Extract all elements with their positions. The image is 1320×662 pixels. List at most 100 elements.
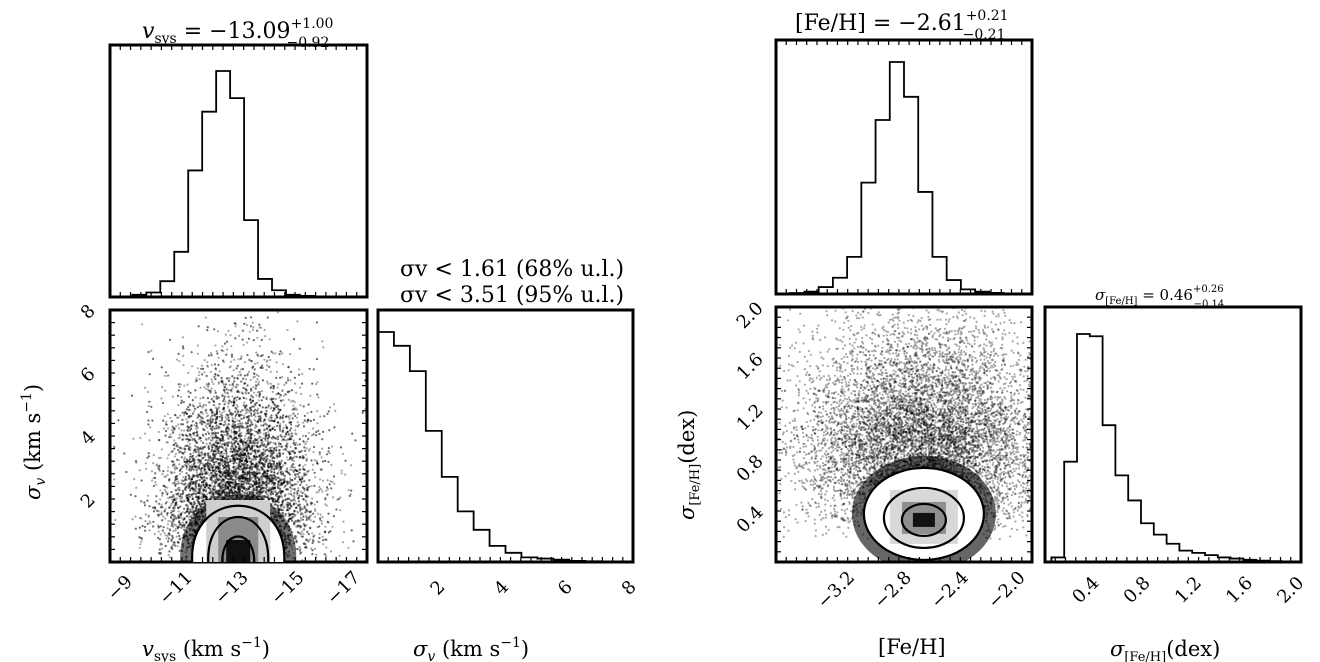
sample-point	[161, 543, 164, 546]
sample-point	[240, 355, 243, 358]
sample-point	[209, 460, 212, 463]
sample-point	[349, 493, 352, 496]
sample-point	[217, 451, 220, 454]
sample-point	[229, 360, 233, 363]
sample-point	[259, 476, 262, 479]
sample-point	[250, 394, 253, 398]
sample-point	[265, 364, 269, 367]
sample-point	[194, 447, 197, 450]
sample-point	[294, 477, 297, 480]
sample-point	[301, 372, 304, 375]
sample-point	[225, 493, 228, 497]
sample-point	[281, 352, 284, 355]
sample-point	[322, 346, 325, 349]
sample-point	[254, 404, 257, 407]
sample-point	[254, 304, 256, 306]
sample-point	[273, 448, 276, 451]
sample-point	[175, 493, 178, 496]
sample-point	[250, 411, 253, 415]
sample-point	[313, 534, 316, 537]
sample-point	[255, 444, 259, 447]
sample-point	[200, 410, 203, 413]
panel-frame	[108, 43, 369, 299]
sample-point	[324, 525, 327, 528]
sample-point	[232, 457, 236, 460]
sample-point	[297, 487, 300, 490]
sample-point	[211, 437, 215, 441]
sample-point	[147, 515, 150, 518]
sample-point	[205, 375, 208, 378]
sample-point	[237, 334, 241, 337]
sample-point	[239, 373, 242, 376]
sample-point	[276, 452, 279, 455]
sample-point	[147, 404, 150, 408]
sample-point	[248, 479, 251, 482]
sample-point	[222, 431, 225, 434]
sample-point	[297, 450, 300, 453]
sample-point	[252, 376, 255, 379]
sample-point	[296, 503, 299, 506]
sample-point	[302, 421, 305, 424]
sample-point	[192, 468, 195, 471]
sample-point	[198, 452, 201, 455]
sample-point	[197, 507, 200, 510]
sample-point	[305, 483, 308, 486]
sample-point	[251, 328, 255, 331]
sample-point	[166, 413, 169, 416]
sample-point	[238, 460, 241, 464]
sample-point	[279, 429, 282, 433]
sample-point	[191, 511, 195, 514]
sample-point	[344, 473, 347, 476]
sample-point	[245, 397, 248, 400]
sample-point	[140, 517, 143, 520]
sample-point	[302, 465, 305, 468]
sample-point	[296, 425, 300, 428]
sample-point	[240, 467, 243, 471]
sample-point	[253, 449, 256, 452]
sample-point	[263, 358, 266, 361]
sample-point	[230, 436, 233, 439]
sample-point	[214, 478, 217, 481]
sample-point	[214, 445, 217, 448]
sample-point	[221, 345, 224, 348]
sample-point	[172, 429, 175, 433]
sample-point	[287, 492, 290, 495]
sample-point	[259, 462, 262, 465]
sample-point	[174, 478, 177, 481]
sample-point	[149, 522, 152, 525]
sample-point	[240, 482, 243, 486]
sample-point	[259, 486, 262, 489]
sample-point	[277, 383, 280, 386]
sample-point	[241, 469, 244, 473]
sample-point	[231, 483, 234, 486]
sample-point	[197, 461, 200, 464]
sample-point	[258, 326, 261, 329]
sample-point	[182, 364, 185, 367]
sample-point	[241, 489, 244, 493]
sample-point	[306, 504, 309, 507]
sample-point	[200, 419, 203, 422]
sample-point	[195, 485, 198, 488]
sample-point	[283, 383, 286, 386]
sample-point	[247, 421, 250, 425]
sample-point	[265, 482, 268, 485]
sample-point	[216, 330, 220, 333]
sample-point	[154, 481, 157, 484]
sample-point	[184, 456, 187, 459]
sample-point	[221, 455, 224, 458]
sample-point	[259, 436, 262, 439]
sample-point	[209, 450, 213, 453]
sample-point	[258, 345, 261, 348]
sample-point	[228, 409, 231, 413]
sample-point	[161, 529, 164, 533]
sample-point	[241, 441, 244, 444]
sample-point	[246, 471, 249, 474]
sample-point	[307, 510, 310, 513]
sample-point	[164, 389, 167, 392]
sample-point	[253, 434, 256, 437]
sample-point	[194, 396, 197, 399]
sample-point	[220, 472, 223, 475]
sample-point	[157, 515, 160, 518]
sample-point	[315, 459, 318, 463]
sample-point	[289, 503, 292, 506]
